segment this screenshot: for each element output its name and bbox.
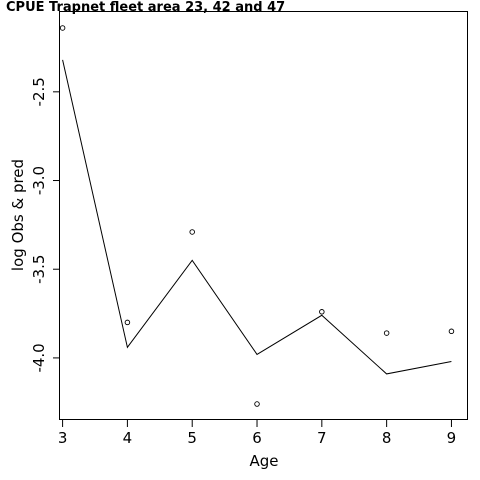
x-tick-label: 8 xyxy=(382,429,392,447)
y-tick-label: -3.0 xyxy=(30,166,48,195)
x-tick-label: 9 xyxy=(447,429,457,447)
predicted-series xyxy=(62,59,452,375)
observed-point xyxy=(448,328,455,335)
predicted-line xyxy=(62,59,452,375)
y-tick-label: -4.0 xyxy=(30,343,48,372)
x-tick-label: 7 xyxy=(317,429,327,447)
y-tick-label: -2.5 xyxy=(30,77,48,106)
chart-title: CPUE Trapnet fleet area 23, 42 and 47 xyxy=(6,0,285,15)
observed-series xyxy=(59,25,455,407)
y-axis: -2.5 -3.0 -3.5 -4.0 xyxy=(30,77,60,373)
observed-point xyxy=(59,25,66,31)
x-tick-label: 3 xyxy=(58,429,68,447)
observed-point xyxy=(319,309,325,315)
x-axis-label: Age xyxy=(249,452,278,470)
plot-frame xyxy=(59,11,468,420)
x-axis: 3 4 5 6 7 8 9 xyxy=(58,420,456,447)
observed-point xyxy=(254,401,260,407)
x-tick-label: 6 xyxy=(252,429,262,447)
x-tick-label: 5 xyxy=(187,429,197,447)
observed-point xyxy=(383,330,390,336)
y-axis-label: log Obs & pred xyxy=(9,159,27,271)
observed-point xyxy=(189,229,195,235)
y-tick-label: -3.5 xyxy=(30,255,48,284)
observed-point xyxy=(124,319,131,326)
x-tick-label: 4 xyxy=(123,429,133,447)
